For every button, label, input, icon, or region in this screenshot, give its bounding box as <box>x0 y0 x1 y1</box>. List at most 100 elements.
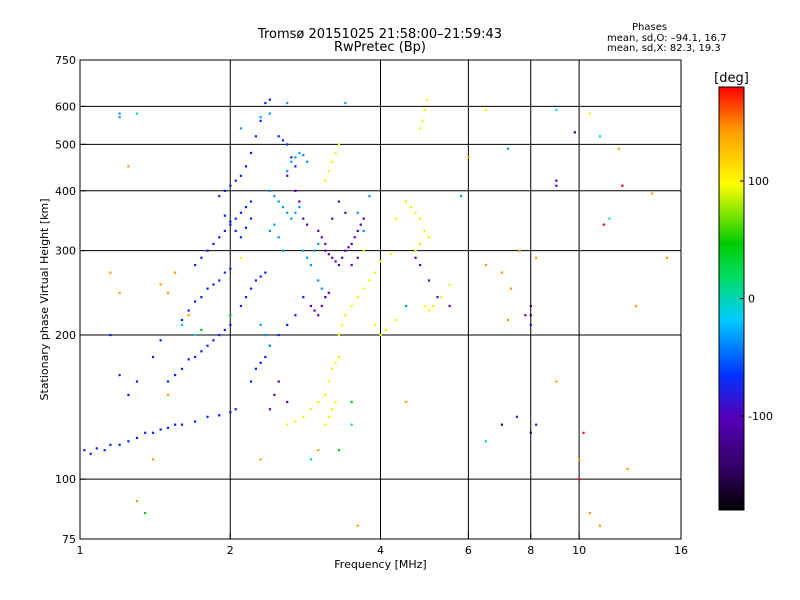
data-point <box>350 304 353 308</box>
y-tick-label: 750 <box>55 54 76 67</box>
data-point <box>234 229 237 232</box>
data-point <box>529 314 532 317</box>
data-point <box>306 256 309 259</box>
data-point <box>286 101 289 105</box>
data-point <box>362 217 365 220</box>
data-point <box>509 287 513 290</box>
data-point <box>324 393 327 397</box>
x-tick-label: 10 <box>572 544 586 557</box>
data-point <box>200 328 203 332</box>
data-point <box>341 323 344 327</box>
data-point <box>223 271 226 274</box>
data-point <box>309 304 312 308</box>
data-point <box>254 279 257 282</box>
data-point <box>327 169 330 173</box>
data-point <box>151 355 155 359</box>
data-point <box>419 127 422 130</box>
data-point <box>268 98 271 101</box>
data-point <box>555 179 558 182</box>
data-point <box>290 160 293 163</box>
data-point <box>298 205 301 209</box>
data-point <box>334 400 337 404</box>
data-point <box>109 333 112 337</box>
data-point <box>109 443 112 446</box>
colorbar-tick-label: 100 <box>748 175 769 188</box>
data-point <box>194 420 197 423</box>
data-point <box>206 287 209 290</box>
data-point <box>249 287 253 290</box>
data-point <box>194 300 197 303</box>
data-point <box>166 291 170 294</box>
data-point <box>350 263 353 267</box>
data-point <box>529 304 532 308</box>
data-point <box>436 296 439 299</box>
data-point <box>277 135 280 138</box>
data-point <box>425 98 428 101</box>
data-point <box>327 253 330 256</box>
data-point <box>419 263 422 267</box>
data-point <box>135 112 139 115</box>
data-point <box>602 223 605 226</box>
data-point <box>379 260 382 263</box>
colorbar-tick-label: 0 <box>748 293 755 306</box>
data-point <box>617 147 620 150</box>
data-point <box>187 358 190 361</box>
x-tick-label: 6 <box>465 544 472 557</box>
data-point <box>218 414 221 417</box>
data-point <box>356 296 359 299</box>
data-point <box>309 408 312 411</box>
data-point <box>419 242 422 245</box>
data-point <box>135 436 139 439</box>
data-point <box>223 229 226 232</box>
data-point <box>223 214 226 217</box>
data-point <box>244 296 248 299</box>
data-point <box>320 236 323 239</box>
data-point <box>350 400 353 404</box>
data-point <box>331 160 334 163</box>
data-point <box>234 179 237 182</box>
x-axis-label: Frequency [MHz] <box>334 558 426 571</box>
data-point <box>448 304 451 308</box>
data-point <box>334 151 337 155</box>
data-point <box>306 223 309 226</box>
data-point <box>324 249 327 252</box>
data-point <box>409 205 412 209</box>
colorbar-label: [deg] <box>714 71 749 86</box>
data-point <box>414 249 417 252</box>
data-point <box>223 328 226 332</box>
data-point <box>405 304 408 308</box>
data-point <box>259 275 262 278</box>
data-point <box>317 279 320 282</box>
data-point <box>281 139 285 142</box>
data-point <box>313 249 316 252</box>
data-point <box>588 112 591 115</box>
data-point <box>159 339 162 342</box>
data-point <box>350 242 353 245</box>
data-point <box>151 458 155 461</box>
data-point <box>239 174 243 177</box>
data-point <box>484 263 487 267</box>
data-point <box>200 256 203 259</box>
data-point <box>350 423 353 426</box>
data-point <box>666 256 669 259</box>
data-point <box>89 452 92 455</box>
data-point <box>218 195 221 198</box>
data-point <box>309 263 312 267</box>
data-point <box>200 296 203 299</box>
data-point <box>467 156 470 159</box>
data-point <box>359 223 362 226</box>
data-point <box>239 236 243 239</box>
data-point <box>286 423 289 426</box>
data-point <box>302 154 305 157</box>
data-point <box>374 271 377 274</box>
data-point <box>268 229 271 232</box>
data-point <box>249 200 253 203</box>
data-point <box>159 283 162 286</box>
data-point <box>298 200 301 203</box>
data-point <box>206 249 209 252</box>
data-point <box>294 420 297 423</box>
data-point <box>578 458 581 461</box>
data-point <box>118 116 121 119</box>
data-point <box>273 223 276 226</box>
y-tick-label: 500 <box>55 138 76 151</box>
